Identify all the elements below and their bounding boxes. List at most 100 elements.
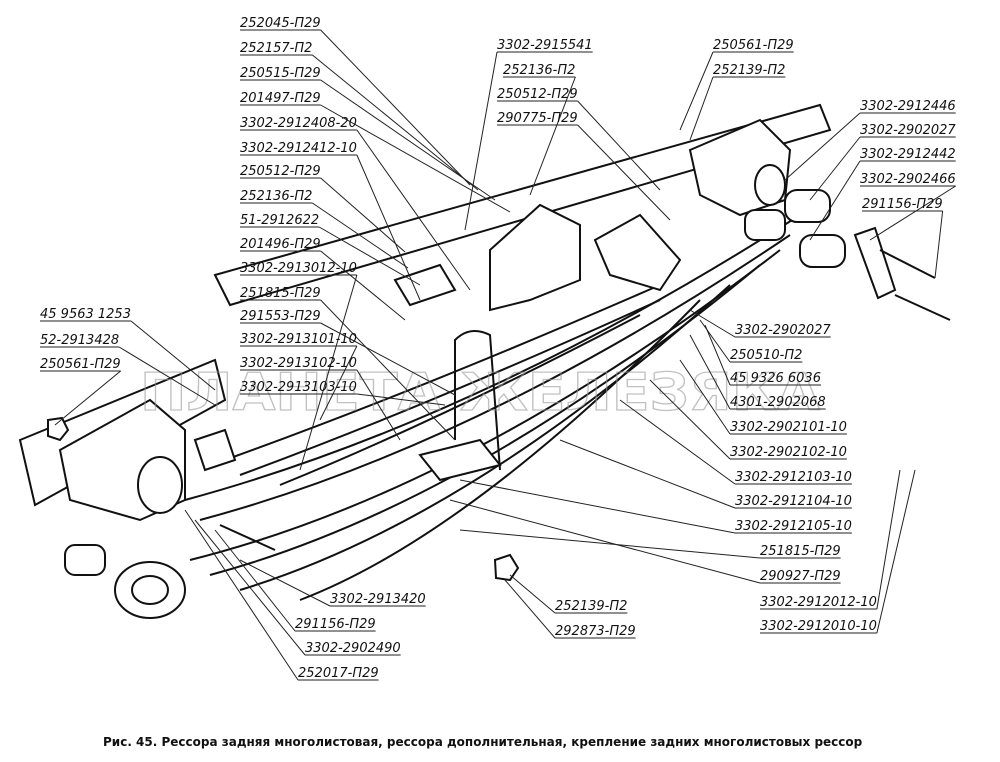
part-label: 251815-П29 bbox=[240, 286, 321, 301]
part-label: 3302-2915541 bbox=[497, 38, 593, 53]
part-label: 291156-П29 bbox=[862, 197, 943, 212]
part-label: 201497-П29 bbox=[240, 91, 321, 106]
part-label: 3302-2912412-10 bbox=[240, 141, 357, 156]
part-label: 3302-2912446 bbox=[860, 99, 956, 114]
part-label: 3302-2912103-10 bbox=[735, 470, 852, 485]
part-label: 251815-П29 bbox=[760, 544, 841, 559]
leader-line bbox=[689, 334, 731, 410]
bushing bbox=[799, 234, 846, 268]
bushing bbox=[64, 544, 106, 576]
u-bolt bbox=[454, 330, 501, 471]
buffer bbox=[193, 428, 237, 472]
leader-line bbox=[464, 51, 498, 231]
leader-line bbox=[194, 519, 306, 656]
bolt bbox=[219, 524, 276, 551]
leader-line bbox=[934, 210, 944, 279]
part-label: 290775-П29 bbox=[497, 111, 578, 126]
part-label: 3302-2912442 bbox=[860, 147, 956, 162]
leader-line bbox=[504, 579, 556, 639]
leader-line bbox=[809, 160, 861, 241]
part-label: 252136-П2 bbox=[503, 63, 575, 78]
leader-line bbox=[449, 499, 761, 584]
part-label: 250561-П29 bbox=[40, 357, 121, 372]
part-label: 3302-2902027 bbox=[860, 123, 956, 138]
leader-line bbox=[356, 393, 446, 406]
part-label: 290927-П29 bbox=[760, 569, 841, 584]
leader-line bbox=[784, 112, 861, 181]
leader-line bbox=[689, 309, 736, 338]
bracket-eye bbox=[754, 164, 786, 206]
part-label: 3302-2913102-10 bbox=[240, 356, 357, 371]
spring-eye bbox=[131, 575, 169, 605]
part-label: 3302-2902101-10 bbox=[730, 420, 847, 435]
part-label: 45 9563 1253 bbox=[40, 307, 131, 322]
part-label: 291156-П29 bbox=[295, 617, 376, 632]
part-label: 3302-2912012-10 bbox=[760, 595, 877, 610]
part-label: 292873-П29 bbox=[555, 624, 636, 639]
leader-line bbox=[619, 399, 736, 485]
part-label: 51-2912622 bbox=[240, 213, 319, 228]
leader-line bbox=[649, 379, 731, 460]
part-label: 3302-2913103-10 bbox=[240, 380, 357, 395]
leader-line bbox=[319, 345, 358, 421]
bolt bbox=[879, 249, 936, 279]
leader-line bbox=[699, 319, 731, 363]
helper-leaf bbox=[239, 299, 661, 476]
part-label: 3302-2902490 bbox=[305, 641, 401, 656]
part-label: 3302-2912408-20 bbox=[240, 116, 357, 131]
leader-line bbox=[876, 469, 901, 610]
part-label: 291553-П29 bbox=[240, 309, 321, 324]
leader-line bbox=[320, 299, 456, 441]
part-label: 252017-П29 bbox=[298, 666, 379, 681]
part-label: 45 9326 6036 bbox=[730, 371, 821, 386]
part-label: 250512-П29 bbox=[497, 87, 578, 102]
bolt bbox=[894, 294, 951, 321]
part-label: 252139-П2 bbox=[555, 599, 627, 614]
part-label: 3302-2912104-10 bbox=[735, 494, 852, 509]
leader-line bbox=[312, 54, 479, 191]
bushing bbox=[744, 209, 786, 241]
leader-line bbox=[54, 370, 121, 426]
leader-line bbox=[704, 324, 731, 386]
leader-line bbox=[118, 346, 216, 406]
helper-bracket bbox=[593, 213, 682, 292]
part-label: 3302-2913012-10 bbox=[240, 261, 357, 276]
caption: Рис. 45. Рессора задняя многолистовая, р… bbox=[103, 735, 863, 749]
leader-line bbox=[679, 51, 714, 131]
leader-line bbox=[459, 479, 736, 534]
bracket-eye bbox=[137, 456, 183, 514]
part-label: 250510-П2 bbox=[730, 348, 802, 363]
leader-line bbox=[184, 509, 299, 681]
leader-line bbox=[239, 559, 331, 607]
part-label: 3302-2912010-10 bbox=[760, 619, 877, 634]
bushing bbox=[784, 189, 831, 223]
leader-line bbox=[320, 322, 456, 396]
part-label: 3302-2902102-10 bbox=[730, 445, 847, 460]
leader-line bbox=[356, 369, 401, 441]
shackle bbox=[853, 226, 897, 300]
leader-line bbox=[459, 529, 761, 559]
spring-leaf bbox=[184, 214, 801, 501]
part-label: 250561-П29 bbox=[713, 38, 794, 53]
nut bbox=[47, 416, 70, 442]
part-label: 52-2913428 bbox=[40, 333, 119, 348]
part-label: 250512-П29 bbox=[240, 164, 321, 179]
part-label: 250515-П29 bbox=[240, 66, 321, 81]
leader-line bbox=[299, 274, 358, 471]
part-label: 252139-П2 bbox=[713, 63, 785, 78]
leader-line bbox=[577, 124, 671, 221]
leader-line bbox=[509, 574, 556, 614]
spring-leaf bbox=[239, 284, 731, 591]
part-label: 252045-П29 bbox=[240, 16, 321, 31]
leader-line bbox=[577, 100, 661, 191]
leader-line bbox=[809, 136, 861, 201]
leader-line bbox=[356, 129, 471, 291]
leader-line bbox=[529, 76, 576, 196]
leader-line bbox=[869, 185, 956, 241]
part-label: 252157-П2 bbox=[240, 41, 312, 56]
leader-line bbox=[320, 29, 471, 186]
pad bbox=[418, 438, 502, 482]
leader-line bbox=[130, 320, 216, 391]
helper-bracket bbox=[489, 203, 581, 312]
leader-line bbox=[320, 79, 496, 201]
